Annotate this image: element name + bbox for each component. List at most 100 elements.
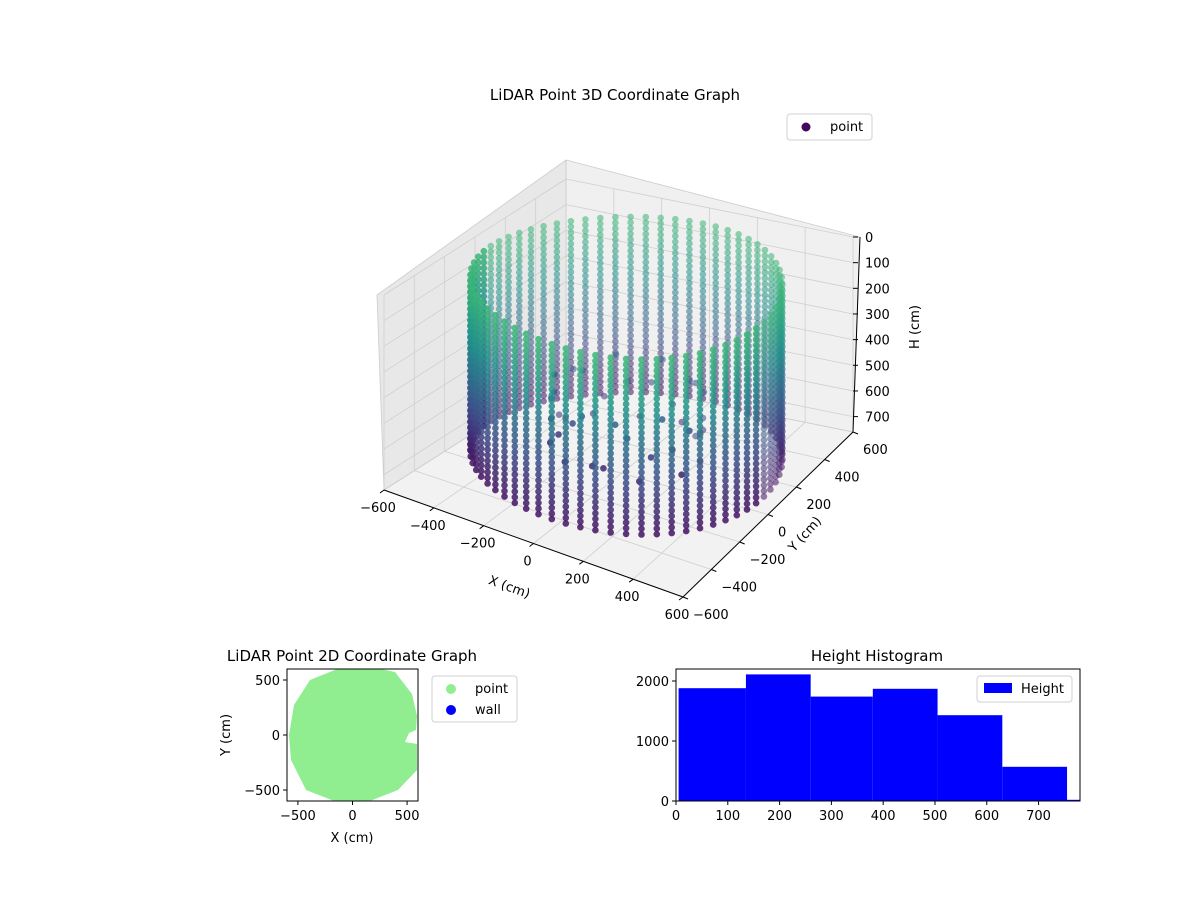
plot3d-point (501, 448, 508, 455)
plot3d-point (577, 512, 584, 520)
plot3d-point (480, 247, 488, 255)
plot3d-point (582, 312, 589, 319)
plot3d-point (709, 357, 717, 365)
plot3d-point (612, 351, 620, 358)
plot3d-point (767, 350, 774, 358)
plot3d-point (622, 412, 630, 419)
plot3d-point (627, 309, 634, 317)
plot3d-point (648, 379, 655, 386)
hist-x-tick-label: 400 (871, 809, 896, 824)
plot3d-point (779, 281, 786, 288)
plot3d-point (505, 312, 512, 320)
plot3d-point (511, 460, 519, 467)
plot3d-point (743, 387, 751, 395)
height-histogram: Height Histogram 0 100 200 300 400 500 600 7000… (636, 647, 1081, 824)
plot3d-point (567, 342, 575, 349)
plot3d-point (501, 357, 508, 365)
plot3d-point (657, 293, 664, 301)
plot3d-point (761, 308, 769, 316)
plot3d-point (657, 350, 664, 357)
plot3d-point (535, 465, 542, 473)
plot3d-point (516, 297, 523, 305)
plot3d-point (612, 332, 619, 340)
plot3d-point (686, 341, 693, 349)
plot3d-point (511, 431, 519, 439)
plot3d-point (477, 439, 485, 447)
plot2d-point-cloud (289, 669, 417, 801)
plot3d-point (622, 406, 630, 414)
plot3d-point (495, 266, 503, 273)
plot3d-point (767, 379, 774, 386)
plot3d-point (527, 299, 535, 307)
plot3d-point (492, 486, 499, 494)
plot3d-point (622, 485, 630, 493)
plot3d-point (472, 438, 480, 446)
plot3d-point (622, 451, 630, 459)
plot3d-point (472, 297, 480, 304)
plot3d-point (722, 466, 729, 473)
plot3d-point (470, 259, 478, 266)
plot3d-point (642, 275, 650, 283)
plot3d-point (487, 254, 495, 261)
plot3d-point (754, 258, 761, 265)
plot3d-point (535, 482, 542, 490)
plot3d-point (672, 249, 679, 257)
plot3d-point (472, 421, 480, 429)
plot3d-point (577, 473, 584, 480)
plot3d-point (567, 302, 575, 310)
plot3d-point (511, 369, 519, 377)
plot3d-point (607, 405, 614, 412)
plot3d-point (484, 440, 491, 448)
plot3d-point (484, 372, 491, 380)
plot3d-point (548, 352, 556, 359)
plot3d-point (582, 283, 589, 291)
plot3d-x-tick-label: 600 (665, 608, 690, 623)
plot3d-title: LiDAR Point 3D Coordinate Graph (490, 86, 740, 104)
plot3d-point (505, 244, 512, 252)
plot3d-point (548, 414, 556, 421)
plot3d-point (653, 525, 661, 532)
plot3d-point (477, 321, 485, 328)
plot3d-point (712, 324, 719, 332)
plot3d-point (577, 388, 584, 396)
plot3d-point (492, 402, 499, 409)
plot2d-x-tick-label: 500 (395, 809, 420, 824)
plot3d-point (577, 394, 584, 401)
plot3d-point (712, 251, 719, 259)
plot3d-point (672, 328, 679, 336)
plot3d-point (745, 258, 752, 265)
plot3d-point (772, 439, 779, 447)
plot3d-point (484, 344, 491, 352)
plot3d-point (511, 488, 519, 495)
plot3d-point (511, 426, 519, 433)
plot3d-point (477, 309, 485, 317)
plot3d-point (492, 379, 499, 387)
plot3d-point (597, 243, 604, 250)
plot3d-point (474, 253, 482, 260)
plot3d-point (484, 463, 491, 470)
plot3d-point (682, 420, 690, 428)
plot3d-point (582, 289, 589, 297)
plot3d-point (772, 416, 779, 424)
plot3d-point (696, 412, 704, 419)
plot3d-point (511, 341, 519, 349)
plot3d-point (722, 341, 729, 349)
plot3d-point (505, 295, 512, 303)
plot3d-point (548, 363, 556, 371)
plot3d-point (477, 450, 485, 458)
plot3d-point (540, 330, 547, 337)
plot3d-point (743, 348, 751, 355)
plot3d-point (657, 316, 664, 323)
plot3d-point (477, 405, 485, 413)
plot3d-point (484, 451, 491, 459)
plot3d-point (657, 225, 664, 233)
plot3d-point (484, 423, 491, 431)
plot3d-y-tick-label: −400 (721, 581, 757, 596)
plot3d-point (767, 322, 774, 330)
hist-bar (937, 715, 1003, 801)
plot3d-point (696, 451, 704, 459)
plot3d-point (527, 248, 535, 256)
plot3d-point (743, 466, 751, 474)
plot3d-point (522, 454, 530, 462)
